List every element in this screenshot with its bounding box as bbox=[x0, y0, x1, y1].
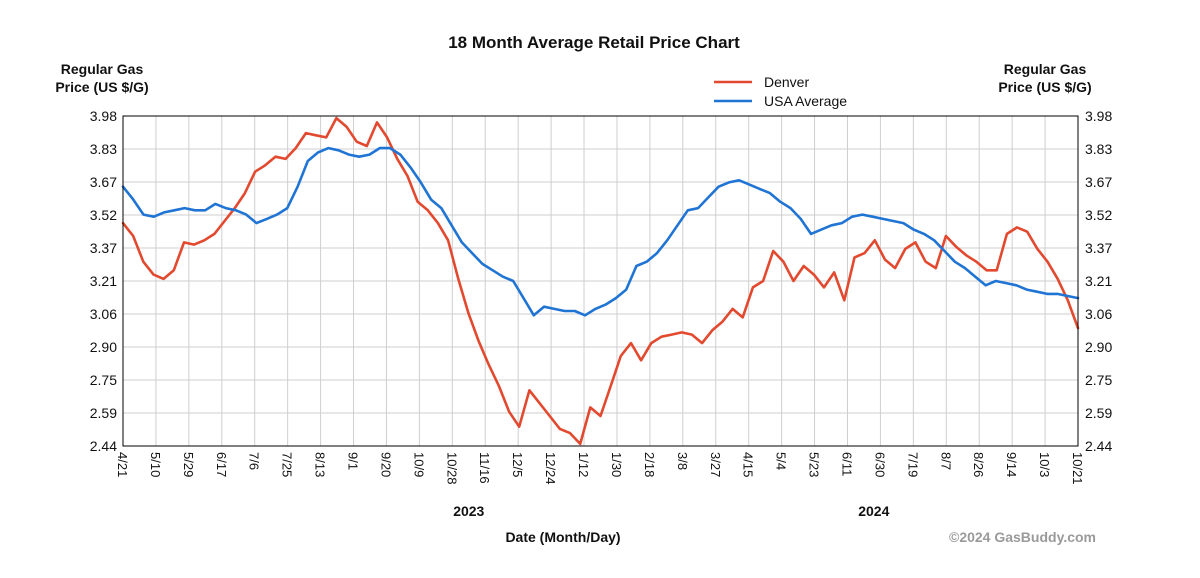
x-tick-label: 10/28 bbox=[444, 452, 459, 485]
x-tick-label: 7/25 bbox=[280, 452, 295, 477]
year-labels: 2023 2024 bbox=[453, 503, 889, 519]
x-tick-label: 5/23 bbox=[807, 452, 822, 477]
y-tick-label-right: 3.83 bbox=[1085, 141, 1112, 157]
legend-label-denver: Denver bbox=[764, 74, 809, 90]
x-tick-label: 1/12 bbox=[576, 452, 591, 477]
x-tick-label: 6/17 bbox=[214, 452, 229, 477]
y-tick-label-right: 2.75 bbox=[1085, 372, 1112, 388]
x-tick-label: 2/18 bbox=[642, 452, 657, 477]
x-tick-label: 4/15 bbox=[741, 452, 756, 477]
y-tick-label-right: 3.98 bbox=[1085, 108, 1112, 124]
y-tick-label-right: 2.90 bbox=[1085, 339, 1112, 355]
y-tick-label-left: 3.37 bbox=[90, 240, 117, 256]
legend: Denver USA Average bbox=[714, 74, 847, 109]
x-tick-label: 3/27 bbox=[708, 452, 723, 477]
series-lines bbox=[121, 116, 1080, 446]
chart-title: 18 Month Average Retail Price Chart bbox=[448, 33, 740, 52]
y-axis-label-left-line2: Price (US $/G) bbox=[55, 79, 148, 95]
y-tick-label-right: 3.37 bbox=[1085, 240, 1112, 256]
x-tick-label: 10/3 bbox=[1037, 452, 1052, 477]
year-label: 2023 bbox=[453, 503, 484, 519]
x-tick-label: 5/10 bbox=[148, 452, 163, 477]
x-tick-label: 5/4 bbox=[774, 452, 789, 470]
y-tick-label-left: 3.83 bbox=[90, 141, 117, 157]
x-tick-label: 9/14 bbox=[1004, 452, 1019, 477]
y-tick-label-right: 3.21 bbox=[1085, 273, 1112, 289]
x-tick-label: 9/20 bbox=[378, 452, 393, 477]
y-tick-label-left: 2.59 bbox=[90, 405, 117, 421]
x-tick-label: 3/8 bbox=[675, 452, 690, 470]
x-tick-label: 7/19 bbox=[905, 452, 920, 477]
y-tick-label-left: 3.67 bbox=[90, 174, 117, 190]
y-tick-label-left: 3.21 bbox=[90, 273, 117, 289]
x-tick-label: 6/11 bbox=[839, 452, 854, 476]
x-tick-label: 6/30 bbox=[872, 452, 887, 477]
plot-frame bbox=[122, 115, 1079, 447]
x-tick-label: 9/1 bbox=[346, 452, 361, 470]
x-tick-label: 11/16 bbox=[477, 452, 492, 484]
y-tick-label-left: 2.90 bbox=[90, 339, 117, 355]
x-tick-label: 5/29 bbox=[181, 452, 196, 477]
x-tick-label: 8/7 bbox=[938, 452, 953, 470]
y-tick-labels: 3.98 3.98 3.83 3.83 3.67 3.67 3.52 3.52 3.37 3.37… bbox=[90, 108, 1113, 454]
x-tick-label: 10/21 bbox=[1070, 452, 1085, 485]
x-tick-label: 8/26 bbox=[971, 452, 986, 477]
series-line-denver bbox=[121, 116, 1080, 446]
year-label: 2024 bbox=[858, 503, 889, 519]
y-axis-label-right-line2: Price (US $/G) bbox=[998, 79, 1091, 95]
y-tick-label-left: 2.44 bbox=[90, 438, 117, 454]
y-tick-label-right: 2.59 bbox=[1085, 405, 1112, 421]
y-axis-label-left-line1: Regular Gas bbox=[61, 61, 144, 77]
y-tick-label-left: 3.06 bbox=[90, 306, 117, 322]
y-tick-label-left: 2.75 bbox=[90, 372, 117, 388]
x-tick-label: 8/13 bbox=[313, 452, 328, 477]
x-tick-label: 4/21 bbox=[115, 452, 130, 477]
x-tick-labels: 4/21 5/10 5/29 6/17 7/6 7/25 8/13 9/1 9/20 10/9 10… bbox=[115, 452, 1085, 485]
series-line-usa-average bbox=[121, 146, 1080, 317]
y-tick-label-right: 2.44 bbox=[1085, 438, 1112, 454]
y-tick-label-left: 3.52 bbox=[90, 207, 117, 223]
copyright-text: ©2024 GasBuddy.com bbox=[949, 529, 1096, 545]
y-axis-label-right-line1: Regular Gas bbox=[1004, 61, 1087, 77]
x-tick-label: 12/5 bbox=[510, 452, 525, 477]
x-tick-label: 12/24 bbox=[543, 452, 558, 485]
x-tick-label: 7/6 bbox=[247, 452, 262, 470]
y-tick-label-right: 3.52 bbox=[1085, 207, 1112, 223]
x-axis-label: Date (Month/Day) bbox=[505, 529, 620, 545]
x-tick-label: 1/30 bbox=[609, 452, 624, 477]
x-tick-label: 10/9 bbox=[411, 452, 426, 477]
y-tick-label-right: 3.06 bbox=[1085, 306, 1112, 322]
y-tick-label-right: 3.67 bbox=[1085, 174, 1112, 190]
y-tick-label-left: 3.98 bbox=[90, 108, 117, 124]
legend-label-usa-average: USA Average bbox=[764, 93, 847, 109]
